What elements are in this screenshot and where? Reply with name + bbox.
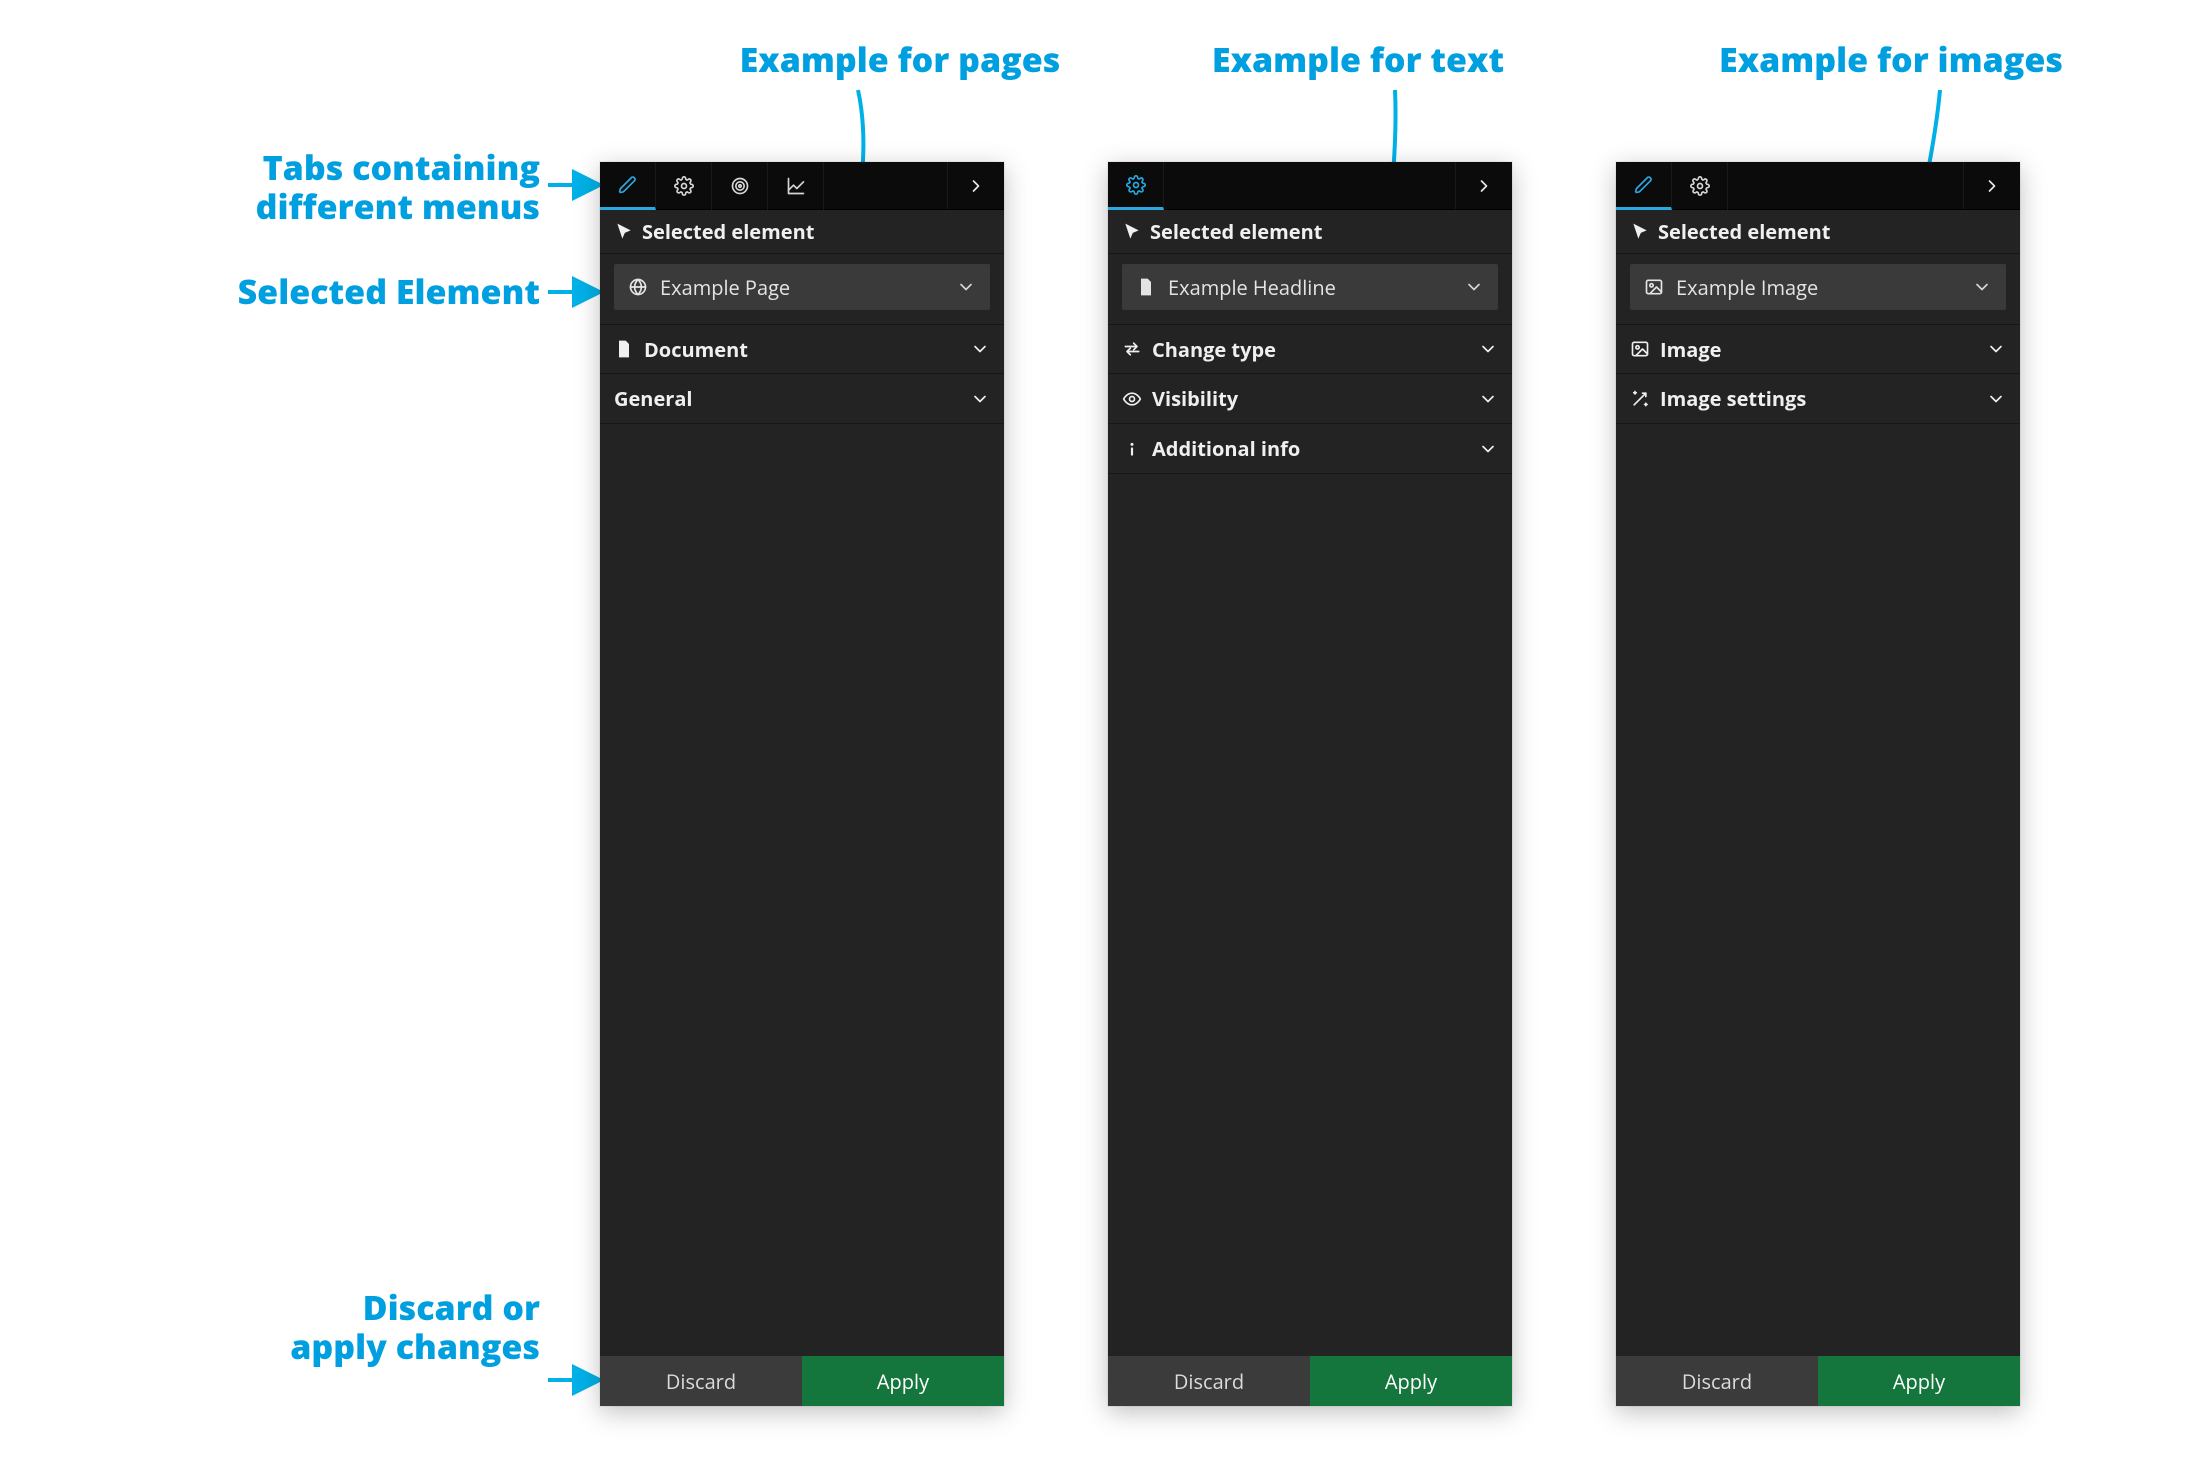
selected-element-dropdown[interactable]: Example Image: [1630, 264, 2006, 310]
chart-icon: [786, 176, 806, 196]
discard-button[interactable]: Discard: [1108, 1356, 1310, 1406]
selected-element-label: Selected element: [1150, 218, 1322, 245]
selected-element-header: Selected element: [1616, 210, 2020, 254]
panel-collapse-button[interactable]: [1964, 162, 2020, 210]
panel-body: [600, 424, 1004, 1356]
cursor-icon: [614, 222, 634, 242]
tabbar: [1108, 162, 1512, 210]
wand-icon: [1630, 389, 1650, 409]
pencil-icon: [618, 175, 638, 195]
chevron-right-icon: [1474, 176, 1494, 196]
section-label: Document: [644, 336, 748, 363]
chevron-down-icon: [1478, 339, 1498, 359]
selected-element-dropdown[interactable]: Example Page: [614, 264, 990, 310]
annotation-selected: Selected Element: [0, 272, 540, 311]
tab-target[interactable]: [712, 162, 768, 210]
gear-icon: [1690, 176, 1710, 196]
swap-icon: [1122, 339, 1142, 359]
chevron-down-icon: [970, 339, 990, 359]
section-label: General: [614, 385, 693, 412]
tabbar: [600, 162, 1004, 210]
tabbar-spacer: [1728, 162, 1964, 209]
tab-gear[interactable]: [656, 162, 712, 210]
chevron-down-icon: [1986, 339, 2006, 359]
tab-gear[interactable]: [1108, 162, 1164, 210]
discard-button[interactable]: Discard: [1616, 1356, 1818, 1406]
target-icon: [730, 176, 750, 196]
section-image-settings[interactable]: Image settings: [1616, 374, 2020, 424]
chevron-down-icon: [1972, 277, 1992, 297]
file-text-icon: [1136, 277, 1156, 297]
globe-icon: [628, 277, 648, 297]
section-visibility[interactable]: Visibility: [1108, 374, 1512, 424]
section-label: Additional info: [1152, 435, 1300, 462]
section-label: Visibility: [1152, 385, 1238, 412]
selected-element-header: Selected element: [1108, 210, 1512, 254]
section-additional-info[interactable]: Additional info: [1108, 424, 1512, 474]
tab-pencil[interactable]: [600, 162, 656, 210]
tab-chart[interactable]: [768, 162, 824, 210]
apply-button[interactable]: Apply: [1310, 1356, 1512, 1406]
panel-footer: Discard Apply: [600, 1356, 1004, 1406]
annotation-example-images: Example for images: [1616, 40, 2166, 79]
panel-collapse-button[interactable]: [948, 162, 1004, 210]
selected-element-header: Selected element: [600, 210, 1004, 254]
annotation-example-text: Example for text: [1108, 40, 1608, 79]
section-label: Change type: [1152, 336, 1276, 363]
panel-pages: Selected element Example Page Document G…: [600, 162, 1004, 1406]
selected-element-label: Selected element: [1658, 218, 1830, 245]
panel-text: Selected element Example Headline Change…: [1108, 162, 1512, 1406]
pencil-icon: [1634, 175, 1654, 195]
section-document[interactable]: Document: [600, 324, 1004, 374]
apply-button[interactable]: Apply: [1818, 1356, 2020, 1406]
annotation-discard: Discard or apply changes: [0, 1288, 540, 1366]
chevron-right-icon: [1982, 176, 2002, 196]
tabbar-spacer: [1164, 162, 1456, 209]
chevron-right-icon: [966, 176, 986, 196]
gear-icon: [1126, 175, 1146, 195]
selected-element-dropdown[interactable]: Example Headline: [1122, 264, 1498, 310]
file-icon: [614, 339, 634, 359]
section-general[interactable]: General: [600, 374, 1004, 424]
chevron-down-icon: [1478, 439, 1498, 459]
cursor-icon: [1630, 222, 1650, 242]
cursor-icon: [1122, 222, 1142, 242]
section-label: Image settings: [1660, 385, 1806, 412]
gear-icon: [674, 176, 694, 196]
apply-button[interactable]: Apply: [802, 1356, 1004, 1406]
tab-gear[interactable]: [1672, 162, 1728, 210]
section-image[interactable]: Image: [1616, 324, 2020, 374]
info-icon: [1122, 439, 1142, 459]
selected-element-label: Selected element: [642, 218, 814, 245]
chevron-down-icon: [1986, 389, 2006, 409]
chevron-down-icon: [1478, 389, 1498, 409]
discard-button[interactable]: Discard: [600, 1356, 802, 1406]
tab-pencil[interactable]: [1616, 162, 1672, 210]
annotation-tabs: Tabs containing different menus: [0, 148, 540, 226]
panel-body: [1616, 424, 2020, 1356]
panel-footer: Discard Apply: [1108, 1356, 1512, 1406]
eye-icon: [1122, 389, 1142, 409]
chevron-down-icon: [1464, 277, 1484, 297]
selected-element-name: Example Image: [1676, 274, 1818, 301]
panel-collapse-button[interactable]: [1456, 162, 1512, 210]
chevron-down-icon: [970, 389, 990, 409]
panel-body: [1108, 474, 1512, 1356]
panel-images: Selected element Example Image Image Ima…: [1616, 162, 2020, 1406]
section-change-type[interactable]: Change type: [1108, 324, 1512, 374]
section-label: Image: [1660, 336, 1721, 363]
image-icon: [1630, 339, 1650, 359]
tabbar-spacer: [824, 162, 948, 209]
image-icon: [1644, 277, 1664, 297]
selected-element-name: Example Headline: [1168, 274, 1336, 301]
selected-element-name: Example Page: [660, 274, 790, 301]
chevron-down-icon: [956, 277, 976, 297]
tabbar: [1616, 162, 2020, 210]
panel-footer: Discard Apply: [1616, 1356, 2020, 1406]
